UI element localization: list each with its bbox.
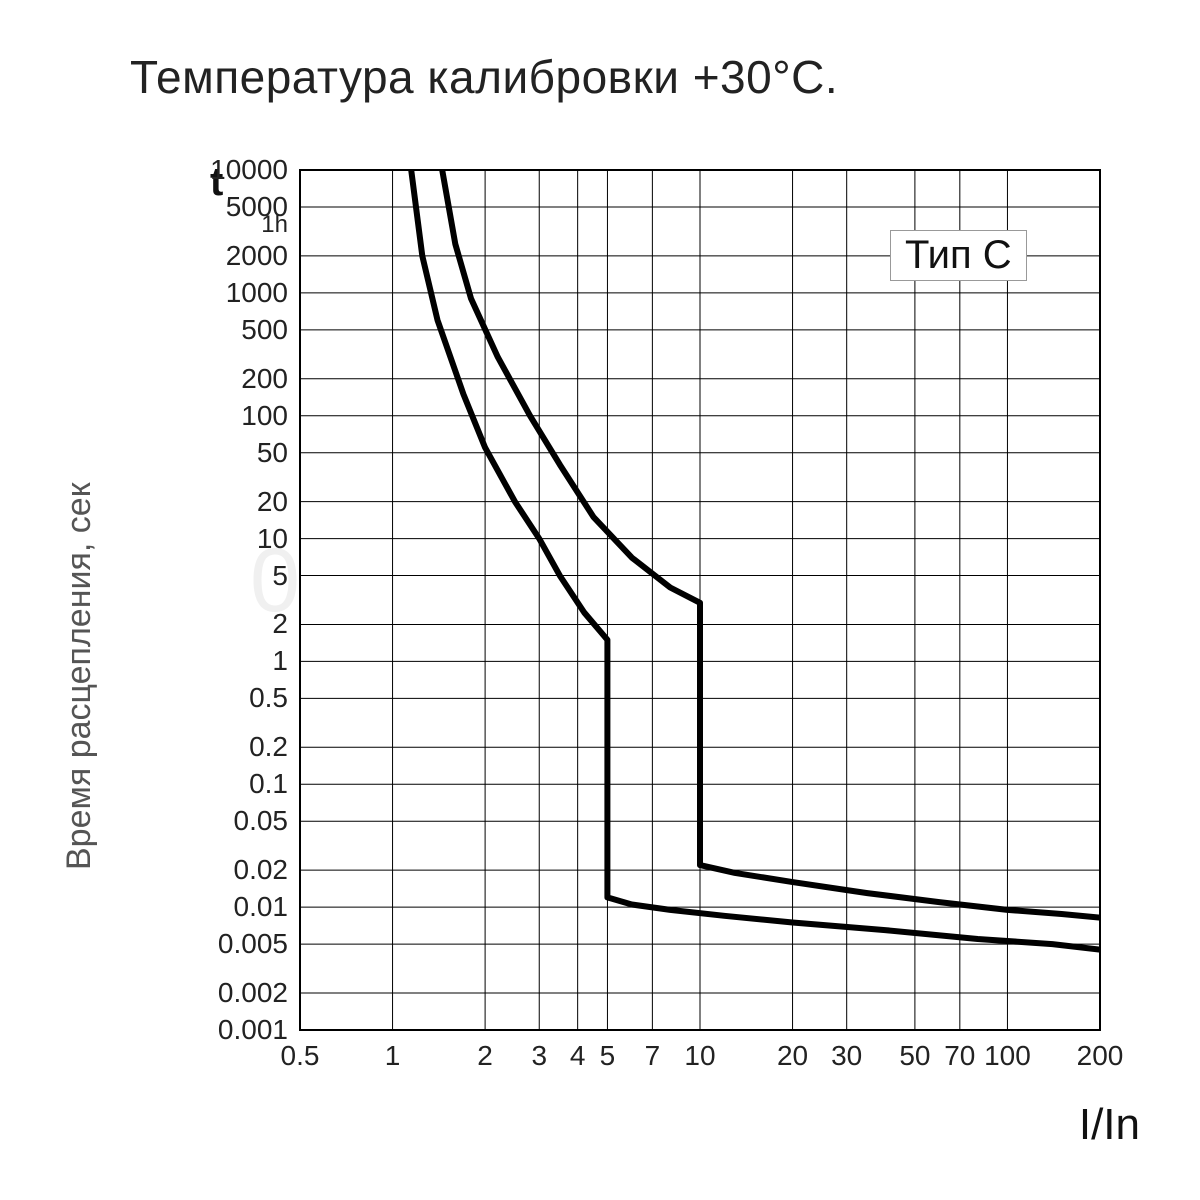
y-tick-label: 10000 <box>0 154 288 186</box>
y-tick-label: 1000 <box>0 277 288 309</box>
y-tick-label: 2000 <box>0 240 288 272</box>
y-tick-label: 5 <box>0 560 288 592</box>
y-tick-label: 0.005 <box>0 928 288 960</box>
x-tick-label: 0.5 <box>281 1040 320 1072</box>
x-tick-label: 3 <box>531 1040 547 1072</box>
y-tick-label: 1 <box>0 645 288 677</box>
x-tick-label: 1 <box>385 1040 401 1072</box>
y-tick-label: 0.02 <box>0 854 288 886</box>
y-tick-label: 50 <box>0 437 288 469</box>
y-tick-label: 0.05 <box>0 805 288 837</box>
x-tick-label: 50 <box>899 1040 930 1072</box>
x-tick-label: 2 <box>477 1040 493 1072</box>
x-tick-label: 100 <box>984 1040 1031 1072</box>
y-tick-label: 2 <box>0 608 288 640</box>
y-tick-label: 0.1 <box>0 768 288 800</box>
y-tick-label: 10 <box>0 523 288 555</box>
curve-type-label: Тип C <box>890 230 1027 281</box>
x-tick-label: 5 <box>600 1040 616 1072</box>
y-tick-label: 0.002 <box>0 977 288 1009</box>
x-tick-label: 20 <box>777 1040 808 1072</box>
y-tick-label: 0.001 <box>0 1014 288 1046</box>
y-tick-label: 0.01 <box>0 891 288 923</box>
x-tick-label: 30 <box>831 1040 862 1072</box>
x-tick-label: 4 <box>570 1040 586 1072</box>
page-root: Температура калибровки +30°C. 001.com.ua… <box>0 0 1200 1200</box>
x-tick-label: 10 <box>684 1040 715 1072</box>
y-tick-label: 500 <box>0 314 288 346</box>
x-tick-label: 7 <box>645 1040 661 1072</box>
y-tick-label: 0.5 <box>0 682 288 714</box>
x-tick-label: 200 <box>1077 1040 1124 1072</box>
y-tick-label: 200 <box>0 363 288 395</box>
x-tick-label: 70 <box>944 1040 975 1072</box>
y-tick-label: 100 <box>0 400 288 432</box>
y-tick-label: 0.2 <box>0 731 288 763</box>
y-extra-label: 1h <box>0 211 288 239</box>
y-tick-label: 20 <box>0 486 288 518</box>
